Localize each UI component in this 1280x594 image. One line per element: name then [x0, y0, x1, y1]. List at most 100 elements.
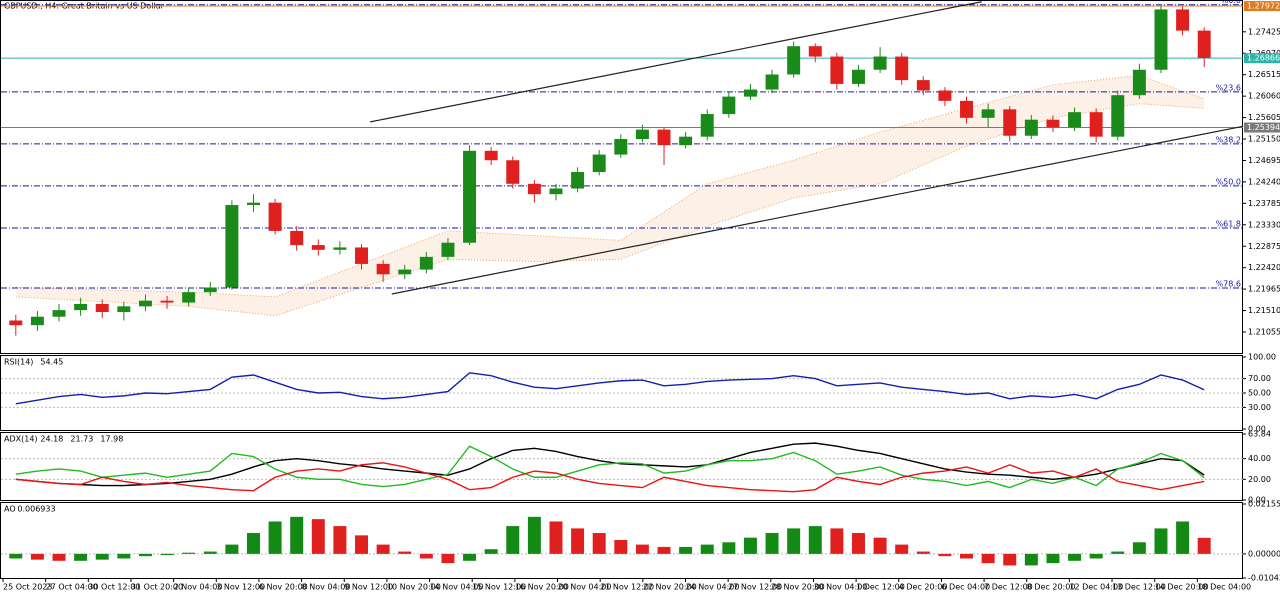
price-label-bg — [1244, 1, 1280, 12]
y-tick-label: 20.00 — [1248, 475, 1271, 484]
x-tick-label: 25 Oct 2023 — [3, 583, 52, 592]
y-tick-label: 50.00 — [1248, 389, 1271, 398]
candle-body — [852, 69, 865, 84]
price-label: 1.26866 — [1247, 54, 1280, 63]
candle-body — [463, 150, 477, 243]
ao-bar — [743, 537, 757, 554]
candle-body — [938, 90, 952, 101]
candle-body — [117, 306, 131, 312]
ao-bar — [398, 551, 412, 554]
x-tick-label: 22 Nov 20:00 — [643, 583, 697, 592]
ao-bar — [852, 533, 865, 554]
indicator-value: 17.98 — [100, 435, 123, 444]
candle-body — [765, 74, 779, 90]
ao-bar — [1132, 542, 1146, 554]
ao-panel — [0, 502, 1243, 579]
x-tick-label: 8 Dec 20:00 — [1027, 583, 1076, 592]
candle-body — [1132, 69, 1146, 96]
ao-bar — [679, 546, 693, 554]
x-tick-label: 7 Dec 12:00 — [984, 583, 1033, 592]
y-tick-label: 1.21055 — [1248, 328, 1280, 337]
ao-bar — [30, 553, 44, 560]
ao-bar — [355, 535, 368, 554]
x-tick-label: 31 Oct 20:00 — [131, 583, 183, 592]
main-panel — [0, 0, 1243, 354]
ao-bar — [873, 537, 887, 554]
fib-label: %23.6 — [1216, 83, 1241, 92]
x-tick-label: 6 Nov 20:00 — [259, 583, 308, 592]
candle-body — [808, 46, 822, 57]
x-tick-label: 8 Nov 04:00 — [302, 583, 351, 592]
x-tick-label: 13 Dec 12:00 — [1112, 583, 1166, 592]
candle-body — [981, 109, 995, 118]
ao-bar — [960, 553, 973, 559]
candle-body — [247, 202, 260, 206]
ao-bar — [657, 546, 671, 554]
y-tick-label: 70.00 — [1248, 374, 1271, 383]
ao-bar — [614, 539, 628, 554]
candle-body — [398, 269, 412, 275]
ao-bar — [9, 553, 23, 559]
y-tick-label: 40.00 — [1248, 454, 1271, 463]
ao-bar — [1111, 551, 1125, 554]
ao-bar — [1068, 553, 1082, 561]
x-tick-label: 14 Nov 04:00 — [430, 583, 484, 592]
y-tick-label: -0.010434 — [1248, 574, 1280, 583]
x-tick-label: 18 Dec 04:00 — [1197, 583, 1251, 592]
ao-bar — [571, 528, 585, 554]
ao-bar — [95, 553, 109, 560]
x-tick-label: 27 Nov 12:00 — [728, 583, 782, 592]
ao-bar — [290, 516, 304, 554]
indicator-title: ADX(14) — [4, 435, 38, 444]
y-tick-label: 1.27425 — [1248, 27, 1280, 36]
candle-body — [1003, 109, 1017, 136]
ao-bar — [635, 544, 649, 554]
y-tick-label: 1.24695 — [1248, 156, 1280, 165]
x-tick-label: 16 Nov 20:00 — [515, 583, 569, 592]
candle-body — [95, 303, 109, 312]
ao-bar — [527, 516, 541, 554]
ao-bar — [1003, 553, 1017, 566]
fib-label: %50.0 — [1216, 177, 1241, 186]
ao-bar — [808, 526, 822, 554]
candle-body — [895, 56, 909, 81]
ao-bar — [1176, 521, 1190, 554]
y-tick-label: 1.21965 — [1248, 285, 1280, 294]
y-tick-label: 30.00 — [1248, 403, 1271, 412]
indicator-title: RSI(14) — [4, 358, 33, 367]
ao-bar — [830, 528, 844, 554]
ao-bar — [1154, 528, 1168, 554]
y-tick-label: 0.021551 — [1248, 500, 1280, 509]
candle-body — [1154, 9, 1168, 70]
y-tick-label: 1.25150 — [1248, 135, 1280, 144]
x-tick-label: 14 Dec 20:00 — [1155, 583, 1209, 592]
ao-bar — [333, 526, 347, 554]
ao-bar — [182, 552, 196, 554]
candle-body — [9, 320, 23, 326]
y-tick-label: 63.84 — [1248, 430, 1271, 439]
y-tick-label: 0.00 — [1248, 425, 1266, 434]
ao-bar — [916, 551, 930, 554]
ao-bar — [506, 526, 520, 554]
candle-body — [614, 139, 628, 155]
candle-body — [333, 247, 347, 250]
candle-body — [376, 263, 390, 275]
indicator-value: 21.73 — [70, 435, 93, 444]
ao-bar — [74, 553, 88, 561]
cloud-fill — [15, 75, 1205, 316]
candle-body — [679, 136, 693, 146]
indicator-value: 54.45 — [40, 358, 63, 367]
y-tick-label: 1.23785 — [1248, 199, 1280, 208]
x-tick-label: 1 Dec 12:00 — [856, 583, 905, 592]
x-tick-label: 30 Nov 04:00 — [813, 583, 867, 592]
ao-bar — [138, 553, 152, 557]
fib-label: %61.8 — [1216, 219, 1241, 228]
x-tick-label: 9 Nov 12:00 — [344, 583, 393, 592]
ao-bar — [160, 553, 174, 556]
ao-bar — [895, 544, 909, 554]
cloud-span-a — [15, 74, 1205, 298]
adx-panel — [0, 432, 1243, 501]
y-tick-label: 1.25605 — [1248, 113, 1280, 122]
candle-body — [916, 80, 930, 91]
